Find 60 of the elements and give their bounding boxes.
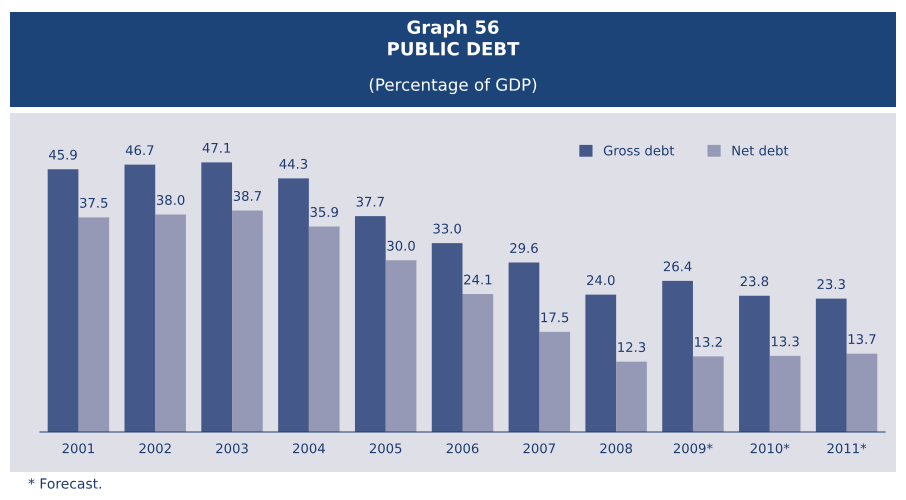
- bar: [155, 214, 186, 432]
- chart-title: Graph 56 PUBLIC DEBT: [388, 20, 520, 56]
- bar: [48, 169, 78, 432]
- bar: [662, 280, 693, 432]
- data-label: 12.3: [618, 342, 646, 352]
- x-tick-label: 2001: [62, 443, 94, 454]
- bar: [692, 356, 724, 432]
- bar: [354, 216, 386, 432]
- x-tick-label: 2005: [370, 443, 402, 454]
- data-label: 44.3: [279, 158, 308, 169]
- data-label: 26.4: [664, 261, 692, 272]
- bar: [846, 354, 878, 432]
- x-tick-label: 2010*: [750, 443, 790, 454]
- x-tick-label: 2004: [293, 443, 325, 454]
- bar: [386, 260, 416, 432]
- data-label: 13.2: [695, 336, 722, 347]
- bar: [616, 362, 647, 432]
- data-label: 33.0: [433, 224, 461, 234]
- data-label: 35.9: [310, 206, 338, 217]
- x-tick-label: 2006: [446, 443, 478, 454]
- data-label: 24.0: [587, 275, 615, 286]
- bar: [770, 356, 800, 432]
- legend-label: Gross debt: [604, 145, 674, 156]
- data-label: 13.3: [772, 336, 799, 346]
- bar: [508, 262, 540, 432]
- x-tick-label: 2003: [216, 443, 248, 454]
- x-tick-label: 2002: [139, 443, 171, 454]
- data-label: 47.1: [202, 143, 230, 153]
- bar: [462, 294, 494, 432]
- x-tick-label: 2009*: [674, 443, 713, 454]
- bar: [232, 210, 263, 432]
- data-label: 29.6: [510, 243, 538, 254]
- bar: [124, 164, 156, 432]
- x-tick-label: 2007: [523, 443, 555, 454]
- bar: [739, 296, 770, 432]
- data-label: 23.8: [740, 276, 768, 286]
- data-label: 30.0: [387, 240, 415, 251]
- x-tick-label: 2011*: [827, 443, 866, 454]
- bar: [539, 332, 570, 432]
- data-label: 13.7: [848, 334, 876, 344]
- data-label: 38.7: [234, 190, 261, 201]
- data-label: 37.7: [356, 196, 384, 207]
- data-label: 17.5: [541, 312, 568, 322]
- bar: [78, 217, 110, 432]
- legend-label: Net debt: [732, 145, 788, 156]
- data-label: 24.1: [464, 274, 492, 284]
- data-label: 37.5: [80, 198, 108, 208]
- bar: [432, 243, 462, 432]
- bar: [816, 298, 847, 432]
- data-label: 46.7: [126, 145, 154, 156]
- bar: [308, 226, 340, 432]
- text: * Forecast.: [28, 478, 102, 489]
- chart-subtitle: (Percentage of GDP): [370, 78, 536, 94]
- data-label: 23.3: [818, 279, 845, 290]
- bar: [585, 294, 616, 432]
- bar: [201, 162, 232, 432]
- data-label: 45.9: [49, 150, 77, 160]
- data-label: 38.0: [156, 194, 184, 205]
- x-tick-label: 2008: [600, 443, 632, 454]
- bar: [278, 178, 309, 432]
